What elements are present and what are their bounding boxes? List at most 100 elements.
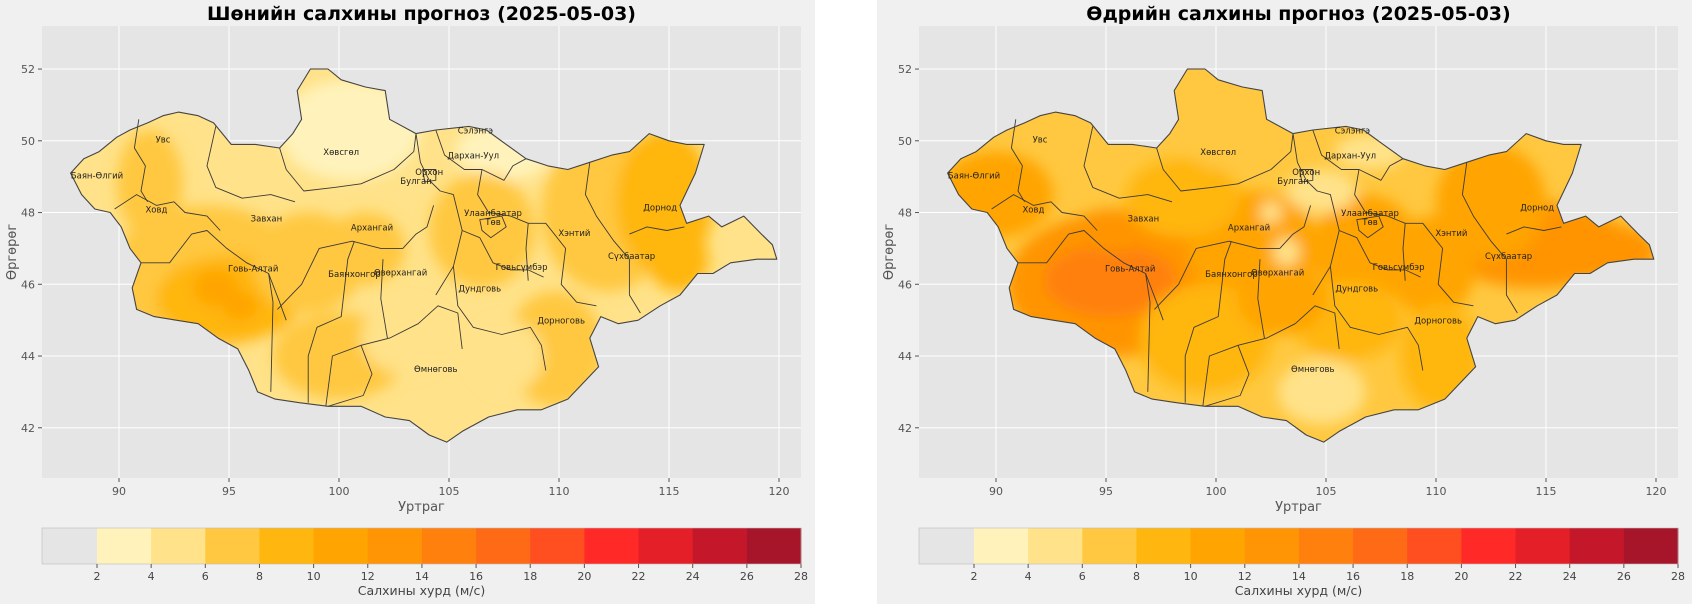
wind-contour — [116, 130, 183, 238]
night-wind-panel: Шөнийн салхины прогноз (2025-05-03) 90 95 1… — [0, 0, 815, 604]
colorbar-swatch — [1190, 528, 1246, 564]
province-label: Сэлэнгэ — [1335, 127, 1371, 137]
colorbar-tick-label: 20 — [1454, 570, 1468, 583]
colorbar-label: Салхины хурд (м/с) — [358, 583, 486, 598]
colorbar-tick-label: 28 — [1671, 570, 1685, 583]
colorbar-under-swatch — [919, 528, 974, 564]
colorbar-swatch — [692, 528, 748, 564]
night-wind-figure: Шөнийн салхины прогноз (2025-05-03) 90 95 1… — [5, 3, 808, 598]
colorbar-swatch — [530, 528, 585, 564]
province-label: Дорнод — [1520, 204, 1554, 214]
y-tick-label: 46 — [21, 278, 35, 291]
y-tick-label: 48 — [898, 207, 912, 220]
province-border — [1083, 126, 1173, 203]
province-label: Орхон — [415, 168, 443, 178]
province-label: Дундговь — [1335, 284, 1378, 294]
province-border — [327, 345, 373, 407]
x-tick-label: 100 — [329, 485, 350, 498]
province-border — [477, 169, 529, 281]
province-label: Сүхбаатар — [608, 252, 655, 262]
province-border — [206, 126, 296, 203]
province-label: Дундговь — [458, 284, 501, 294]
country-border — [70, 68, 778, 443]
province-border — [462, 230, 544, 278]
wind-contour — [473, 320, 544, 392]
colorbar-tick-label: 28 — [794, 570, 808, 583]
ulaanbaatar-border — [479, 215, 507, 239]
wind-contour — [1238, 262, 1326, 335]
colorbar-tick-label: 18 — [1400, 570, 1414, 583]
wind-contour — [1260, 201, 1282, 224]
colorbar-swatch — [1353, 528, 1408, 564]
province-border — [268, 273, 274, 392]
province-label: Говьсүмбэр — [496, 263, 548, 273]
wind-contour — [1101, 269, 1168, 313]
province-label: Улаанбаатар — [1341, 209, 1399, 219]
wind-contour — [1139, 284, 1271, 392]
wind-contour — [325, 212, 405, 285]
province-border — [133, 119, 148, 203]
province-border — [1018, 230, 1164, 321]
province-labels: Баян-Өлгий Увс Ховд Завхан Говь-Алтай Хөвсгөл… — [71, 127, 677, 376]
day-wind-panel: Өдрийн салхины прогноз (2025-05-03) 90 95 1… — [877, 0, 1692, 604]
province-label: Ховд — [1022, 206, 1044, 216]
province-label: Төв — [1361, 218, 1377, 228]
x-tick-label: 90 — [112, 485, 126, 498]
wind-contour — [1187, 112, 1254, 170]
x-tick-label: 105 — [439, 485, 460, 498]
colorbar-swatch — [1461, 528, 1517, 564]
province-label: Дархан-Уул — [1324, 152, 1376, 162]
province-label: Улаанбаатар — [464, 209, 522, 219]
province-border — [277, 205, 435, 310]
wind-contour — [1286, 169, 1357, 213]
colorbar-tick-label: 6 — [1079, 570, 1086, 583]
province-border — [1154, 205, 1312, 310]
wind-speed-field — [70, 69, 777, 443]
province-border — [141, 230, 287, 321]
colorbar-swatch — [584, 528, 640, 564]
colorbar-swatch — [746, 528, 802, 564]
province-label: Дархан-Уул — [447, 152, 499, 162]
province-labels: Баян-Өлгий Увс Ховд Завхан Говь-Алтай Хөвсгөл… — [948, 127, 1554, 376]
province-label: Хэнтий — [558, 229, 590, 239]
wind-contour — [279, 79, 421, 181]
province-label: Дорноговь — [537, 317, 585, 327]
province-label: Говь-Алтай — [1105, 265, 1155, 275]
province-border — [1506, 226, 1562, 235]
province-label: Хөвсгөл — [323, 148, 359, 158]
province-border — [1405, 222, 1474, 307]
y-axis-label: Өргөрөг — [5, 224, 20, 280]
map-title: Шөнийн салхины прогноз (2025-05-03) — [207, 3, 636, 25]
y-tick-label: 52 — [21, 63, 35, 76]
colorbar-tick-label: 24 — [686, 570, 700, 583]
colorbar-swatch — [421, 528, 477, 564]
x-tick-label: 100 — [1206, 485, 1227, 498]
province-border — [1292, 133, 1340, 296]
ulaanbaatar-border — [1356, 215, 1384, 239]
colorbar-tick-label: 26 — [740, 570, 754, 583]
wind-contour — [361, 302, 449, 374]
colorbar-tick-label: 22 — [1509, 570, 1523, 583]
province-label: Ховд — [145, 206, 167, 216]
province-border — [1461, 162, 1518, 314]
colorbar-tick-label: 14 — [415, 570, 429, 583]
colorbar-swatch — [1515, 528, 1571, 564]
province-label: Увс — [1033, 136, 1048, 146]
colorbar-swatch — [974, 528, 1029, 564]
y-tick-label: 52 — [898, 63, 912, 76]
colorbar-swatch — [313, 528, 369, 564]
y-tick-label: 50 — [898, 135, 912, 148]
colorbar-tick-label: 4 — [1025, 570, 1032, 583]
wind-contours — [108, 79, 713, 407]
colorbar-tick-label: 26 — [1617, 570, 1631, 583]
colorbar-tick-label: 12 — [1238, 570, 1252, 583]
colorbar-tick-label: 16 — [469, 570, 483, 583]
x-tick-label: 115 — [1536, 485, 1557, 498]
colorbar-tick-label: 14 — [1292, 570, 1306, 583]
province-border — [114, 194, 221, 231]
province-border — [452, 266, 547, 371]
wind-contour — [1273, 237, 1300, 267]
province-label: Өмнөговь — [414, 365, 458, 375]
colorbar-swatch — [97, 528, 152, 564]
